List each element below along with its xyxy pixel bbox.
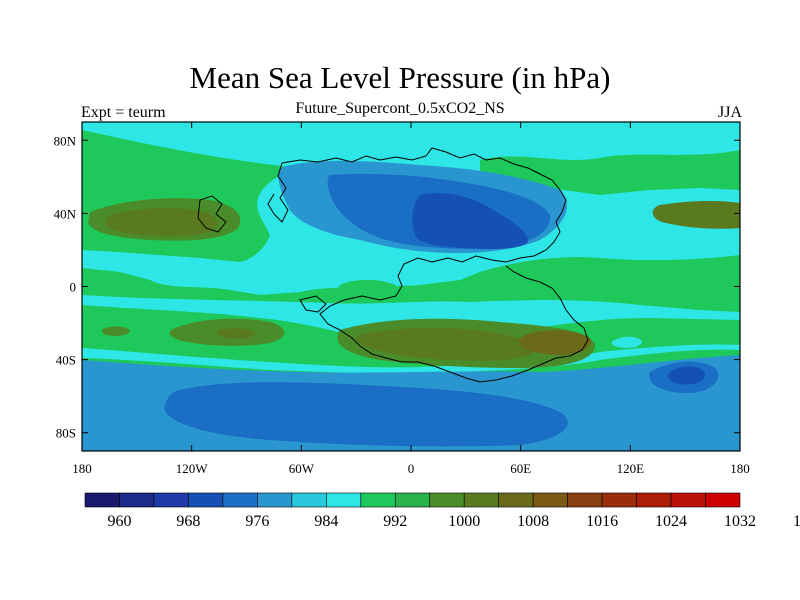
- y-axis: 80N 40N 0 40S 80S: [54, 133, 740, 441]
- chart-title: Mean Sea Level Pressure (in hPa): [189, 60, 611, 95]
- colorbar-swatch: [429, 492, 465, 508]
- colorbar-label: 960: [107, 513, 131, 530]
- x-axis: 180 120W 60W 0 60E 120E 180: [72, 122, 750, 476]
- colorbar-swatch: [153, 492, 189, 508]
- colorbar-swatch: [360, 492, 396, 508]
- colorbar-swatch: [394, 492, 431, 508]
- colorbar-label: 1024: [655, 513, 687, 530]
- y-tick-label: 40N: [54, 206, 77, 221]
- colorbar-label: 1040: [793, 513, 800, 530]
- x-tick-label: 120W: [176, 461, 209, 476]
- colorbar-swatch: [326, 492, 362, 508]
- colorbar-swatch: [498, 492, 534, 508]
- colorbar-label: 1032: [724, 513, 756, 530]
- colorbar-label: 1008: [517, 513, 549, 530]
- colorbar-swatch: [222, 492, 258, 508]
- y-tick-label: 80S: [56, 426, 76, 441]
- colorbar-swatch: [567, 492, 603, 508]
- season-label: JJA: [717, 104, 742, 121]
- colorbar-swatch: [291, 492, 327, 508]
- colorbar-label: 1000: [448, 513, 480, 530]
- y-tick-label: 40S: [56, 353, 76, 368]
- colorbar-swatch: [188, 492, 224, 508]
- contour-field: [82, 122, 740, 451]
- colorbar-label: 976: [245, 513, 269, 530]
- colorbar-swatch: [463, 492, 499, 508]
- colorbar-swatch: [119, 492, 155, 508]
- colorbar-label: 968: [176, 513, 200, 530]
- colorbar-swatch: [257, 492, 293, 508]
- y-tick-label: 80N: [54, 133, 77, 148]
- colorbar-label: 992: [383, 513, 407, 530]
- coastline: [197, 147, 589, 383]
- colorbar-label: 984: [314, 513, 338, 530]
- x-tick-label: 0: [408, 461, 415, 476]
- colorbar: 960 968 976 984 992 1000 1008 1016 1024 1032 1040: [84, 492, 800, 530]
- colorbar-swatch: [532, 492, 568, 508]
- colorbar-swatch: [601, 492, 637, 508]
- x-tick-label: 60E: [510, 461, 531, 476]
- colorbar-swatch: [705, 492, 741, 508]
- x-tick-label: 60W: [289, 461, 315, 476]
- chart-subtitle: Future_Supercont_0.5xCO2_NS: [295, 100, 505, 117]
- y-tick-label: 0: [70, 280, 77, 295]
- colorbar-swatch: [670, 492, 706, 508]
- experiment-label: Expt = teurm: [81, 104, 166, 121]
- colorbar-swatch: [636, 492, 672, 508]
- colorbar-label: 1016: [586, 513, 618, 530]
- x-tick-label: 120E: [617, 461, 645, 476]
- x-tick-label: 180: [730, 461, 750, 476]
- colorbar-swatch: [84, 492, 120, 508]
- x-tick-label: 180: [72, 461, 92, 476]
